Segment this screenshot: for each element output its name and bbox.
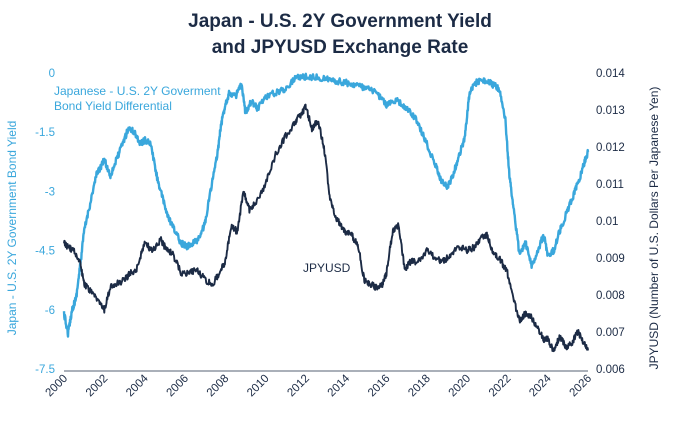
right-tick-label: 0.011: [596, 179, 624, 191]
x-tick-label: 2008: [205, 373, 232, 400]
left-tick-label: 0: [49, 68, 55, 80]
chart-title-line-1: Japan - U.S. 2Y Government Yield: [188, 11, 492, 32]
spread-annotation-line-2: Bond Yield Differential: [54, 99, 172, 113]
right-tick-label: 0.014: [596, 68, 625, 80]
right-tick-label: 0.013: [596, 105, 625, 117]
x-tick-label: 2010: [245, 373, 272, 400]
x-tick-label: 2018: [406, 373, 433, 400]
x-tick-label: 2012: [285, 373, 312, 400]
right-tick-label: 0.008: [596, 290, 625, 302]
jpyusd-line: [63, 103, 589, 353]
left-tick-label: -6: [45, 305, 55, 317]
x-tick-label: 2022: [487, 373, 514, 400]
spread-annotation-line-1: Japanese - U.S. 2Y Goverment: [54, 84, 221, 98]
x-tick-label: 2004: [124, 372, 151, 399]
x-tick-label: 2002: [84, 373, 111, 400]
left-tick-label: -7.5: [35, 364, 55, 376]
x-tick-label: 2016: [366, 373, 393, 400]
left-tick-label: -4.5: [35, 246, 55, 258]
right-tick-label: 0.012: [596, 142, 625, 154]
left-axis-label: Japan - U.S. 2Y Government Bond Yield: [5, 121, 19, 336]
x-tick-label: 2006: [164, 373, 191, 400]
right-tick-label: 0.007: [596, 327, 625, 339]
right-tick-label: 0.006: [596, 364, 625, 376]
right-tick-label: 0.01: [596, 216, 618, 228]
left-tick-label: -1.5: [35, 127, 55, 139]
right-axis-label: JPYUSD (Number of U.S. Dollars Per Japan…: [647, 87, 661, 370]
left-tick-label: -3: [45, 186, 55, 198]
right-tick-label: 0.009: [596, 253, 625, 265]
x-tick-label: 2024: [527, 372, 554, 399]
x-tick-label: 2014: [326, 372, 353, 399]
chart-title-line-2: and JPYUSD Exchange Rate: [212, 37, 469, 58]
jpyusd-annotation: JPYUSD: [303, 261, 351, 275]
x-tick-label: 2026: [568, 373, 595, 400]
x-tick-label: 2000: [44, 373, 71, 400]
yield-differential-line: [62, 72, 590, 338]
x-tick-label: 2020: [447, 373, 474, 400]
